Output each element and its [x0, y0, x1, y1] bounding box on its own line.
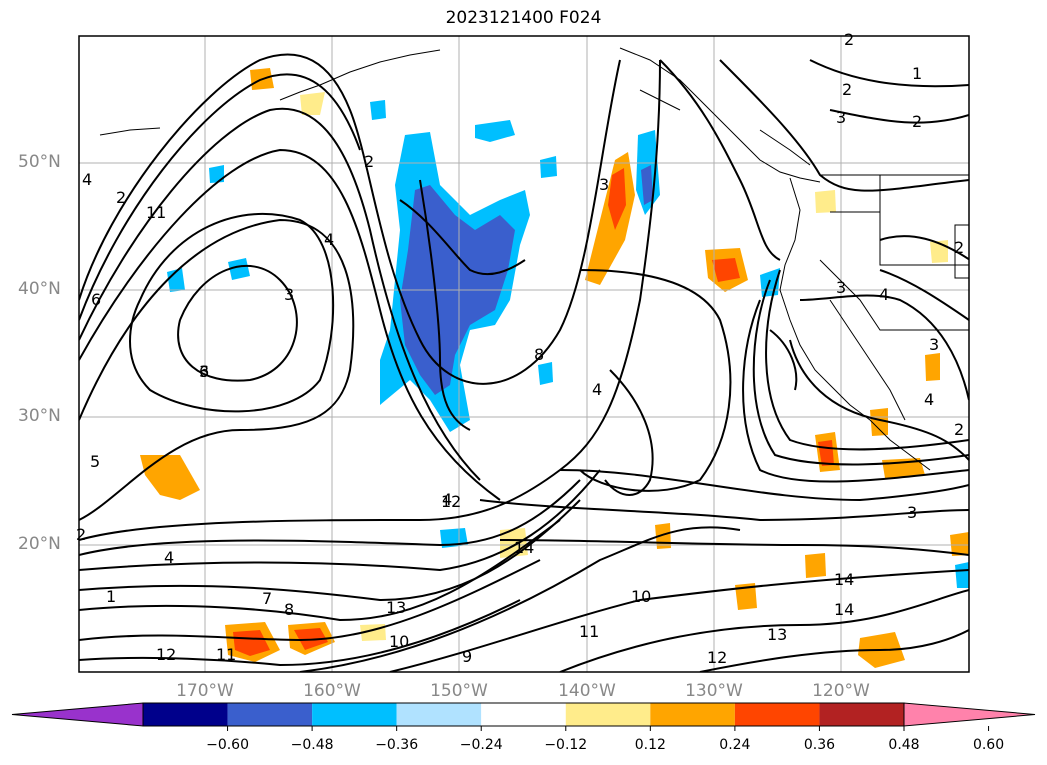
contour-label: 6 — [91, 290, 102, 309]
contour-label: 3 — [907, 503, 918, 522]
contour-label: 4 — [324, 230, 335, 249]
colorbar-tick-label: 0.12 — [634, 737, 666, 753]
contour-label: 8 — [284, 600, 295, 619]
contour-label: 13 — [767, 625, 788, 644]
contour-label: 13 — [386, 598, 407, 617]
lon-label-160w: 160°W — [303, 681, 361, 701]
colorbar-cell — [650, 703, 735, 726]
lon-label-140w: 140°W — [558, 681, 616, 701]
colorbar-cell — [481, 703, 566, 726]
colorbar-frame — [142, 702, 905, 727]
colorbar-tick-label: −0.12 — [544, 737, 588, 753]
colorbar-tick-label: 0.60 — [972, 737, 1005, 753]
contour-lines-icon — [79, 53, 969, 672]
lon-label-170w: 170°W — [176, 681, 234, 701]
contour-label: 2 — [954, 420, 965, 439]
contour-label: 12 — [156, 645, 177, 664]
colorbar-tick-label: 0.24 — [719, 737, 751, 753]
contour-label: 11 — [146, 203, 167, 222]
map-title: 2023121400 F024 — [445, 8, 602, 28]
contour-label: 6 — [199, 362, 210, 381]
colorbar-tick-label: 0.48 — [888, 737, 920, 753]
contour-label: 2 — [116, 188, 127, 207]
contour-label: 4 — [924, 390, 935, 409]
contour-label: 12 — [441, 492, 462, 511]
contour-label: 1 — [106, 587, 117, 606]
contour-label: 10 — [389, 632, 410, 651]
contour-label: 10 — [631, 587, 652, 606]
contour-label: 2 — [842, 80, 853, 99]
colorbar-cell — [819, 703, 904, 726]
contour-label: 8 — [534, 345, 545, 364]
lat-label-40n: 40°N — [18, 279, 61, 299]
contour-label: 4 — [592, 380, 603, 399]
contour-label: 2 — [76, 525, 87, 544]
lon-label-150w: 150°W — [430, 681, 488, 701]
lon-label-130w: 130°W — [685, 681, 743, 701]
contour-label: 2 — [954, 238, 965, 257]
colorbar-extend-low — [11, 702, 144, 727]
contour-label: 3 — [836, 108, 847, 127]
contour-label: 1 — [912, 64, 923, 83]
lat-label-20n: 20°N — [18, 534, 61, 554]
contour-label: 14 — [514, 538, 535, 557]
coastline-icon — [99, 47, 969, 471]
colorbar-tick-label: −0.48 — [290, 737, 334, 753]
colorbar-extend-high — [903, 702, 1036, 727]
contour-label: 14 — [834, 570, 855, 589]
contour-label: 4 — [879, 285, 890, 304]
lat-label-30n: 30°N — [18, 406, 61, 426]
contour-label: 4 — [82, 170, 93, 189]
contour-label: 9 — [462, 647, 473, 666]
contour-label: 2 — [364, 152, 375, 171]
colorbar-tick-label: −0.60 — [206, 737, 249, 753]
lat-label-50n: 50°N — [18, 152, 61, 172]
lon-label-120w: 120°W — [812, 681, 870, 701]
colorbar-cell — [143, 703, 228, 726]
colorbar-cell — [396, 703, 482, 726]
contour-label: 2 — [844, 30, 855, 49]
positive-shading — [140, 68, 969, 668]
contour-label: 3 — [284, 285, 295, 304]
contour-label: 5 — [90, 452, 101, 471]
contour-label: 3 — [929, 335, 940, 354]
contour-label: 4 — [164, 548, 175, 567]
colorbar-cell — [227, 703, 313, 726]
contour-label: 14 — [834, 600, 855, 619]
colorbar-tick-label: 0.36 — [803, 737, 836, 753]
contour-label: 3 — [836, 278, 847, 297]
colorbar-cell — [312, 703, 397, 726]
colorbar-tick-label: −0.36 — [375, 737, 419, 753]
colorbar-tick-label: −0.24 — [459, 737, 503, 753]
contour-label: 3 — [199, 362, 210, 381]
contour-label: 11 — [216, 645, 237, 664]
contour-label: 4 — [442, 490, 453, 509]
contour-label: 7 — [262, 589, 273, 608]
contour-label: 12 — [707, 648, 728, 667]
contour-label: 2 — [912, 112, 923, 131]
map-frame — [78, 35, 970, 673]
colorbar-cell — [734, 703, 820, 726]
colorbar-cell — [565, 703, 651, 726]
contour-label: 3 — [599, 175, 610, 194]
contour-label: 11 — [579, 622, 600, 641]
